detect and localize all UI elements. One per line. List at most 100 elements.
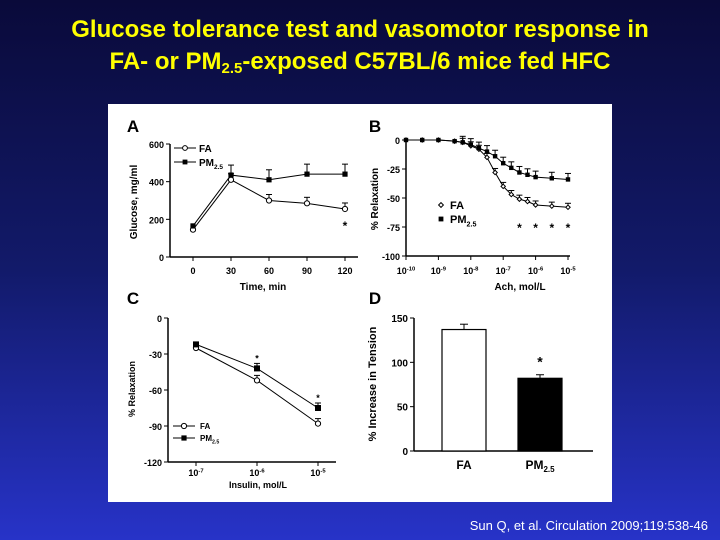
title-line-1: Glucose tolerance test and vasomotor res… bbox=[71, 16, 649, 43]
panel-a-xtick-label: 120 bbox=[337, 266, 352, 276]
panel-b-point bbox=[508, 191, 515, 198]
panel-a-xtick-label: 0 bbox=[190, 266, 195, 276]
panel-c-xtick-label: 10-5 bbox=[310, 468, 326, 478]
panel-a-ytick-label: 600 bbox=[149, 140, 164, 150]
panel-b-point bbox=[548, 203, 555, 210]
panel-b-point bbox=[484, 154, 490, 161]
panel-b-point bbox=[452, 138, 457, 144]
panel-b-point bbox=[509, 165, 514, 171]
panel-a-xtick-label: 30 bbox=[226, 266, 236, 276]
title-line-2-pre: FA- or PM bbox=[109, 48, 222, 75]
panel-c-significance: * bbox=[255, 353, 259, 363]
panel-b-point bbox=[516, 196, 523, 203]
panel-c-ylabel: % Relaxation bbox=[127, 361, 137, 417]
panel-b-xtick-label: 10-10 bbox=[397, 266, 416, 276]
panel-b-legend-marker bbox=[438, 216, 444, 222]
panel-b-point bbox=[549, 176, 554, 181]
panel-d-bar bbox=[441, 328, 487, 452]
panel-d-ytick-label: 150 bbox=[391, 314, 408, 325]
panel-b-point bbox=[484, 149, 490, 154]
panel-b-point bbox=[524, 198, 531, 205]
panel-b-ytick-label: -50 bbox=[387, 194, 400, 204]
panel-d-letter: D bbox=[369, 289, 381, 308]
panel-b-point bbox=[492, 169, 499, 176]
panel-c-ytick-label: -90 bbox=[149, 422, 162, 432]
panel-d-xtick-label: FA bbox=[456, 458, 472, 472]
panel-a-xlabel: Time, min bbox=[240, 282, 287, 293]
panel-a-point bbox=[266, 177, 272, 183]
panel-b-point bbox=[501, 161, 506, 166]
panel-c-legend-label: PM2.5 bbox=[200, 434, 219, 445]
panel-a-series-line bbox=[192, 179, 346, 230]
panel-b-point bbox=[532, 202, 539, 208]
panel-c-point bbox=[314, 420, 322, 427]
panel-c-xtick-label: 10-6 bbox=[249, 468, 265, 478]
panel-a-point bbox=[341, 205, 349, 213]
panel-c-significance: * bbox=[316, 393, 320, 403]
panel-c-point bbox=[193, 341, 199, 348]
panel-a-point bbox=[303, 200, 311, 207]
panel-b-point bbox=[533, 174, 538, 180]
panel-a-ytick-label: 200 bbox=[149, 215, 164, 225]
panel-a-xtick-label: 60 bbox=[264, 266, 274, 276]
panel-a-point bbox=[342, 171, 348, 177]
panel-b-point bbox=[517, 170, 522, 175]
panel-c-ytick-label: 0 bbox=[157, 314, 162, 324]
panel-b-legend-label: FA bbox=[450, 200, 464, 212]
panel-a-point bbox=[304, 171, 310, 177]
panel-a-point bbox=[228, 172, 234, 178]
panel-c-point bbox=[315, 405, 321, 411]
panel-c-letter: C bbox=[127, 289, 139, 308]
panel-a-legend-label: FA bbox=[199, 144, 212, 155]
panel-b-ytick-label: -75 bbox=[387, 223, 400, 233]
panel-b-point bbox=[420, 137, 425, 143]
panel-a-point bbox=[265, 197, 273, 204]
panel-b-point bbox=[460, 140, 465, 145]
panel-b-ytick-label: 0 bbox=[395, 136, 400, 146]
panel-b-point bbox=[468, 142, 473, 147]
panel-d-ytick-label: 0 bbox=[402, 447, 408, 458]
panel-c-legend-marker bbox=[180, 422, 188, 430]
panel-b-xtick-label: 10-5 bbox=[560, 266, 576, 276]
panel-d-ylabel: % Increase in Tension bbox=[367, 326, 379, 441]
panel-b-point bbox=[492, 154, 498, 159]
panel-c-xtick-label: 10-7 bbox=[188, 468, 203, 478]
panel-a-legend-marker bbox=[182, 159, 188, 165]
panel-c-point bbox=[253, 377, 261, 384]
title-line-2: FA- or PM2.5-exposed C57BL/6 mice fed HF… bbox=[0, 46, 720, 78]
panel-b-series-line bbox=[406, 139, 569, 180]
panel-c-legend-marker bbox=[181, 435, 187, 441]
panel-a-legend-label: PM2.5 bbox=[199, 158, 223, 171]
panel-a-significance: * bbox=[343, 219, 348, 233]
panel-b-significance: * bbox=[549, 221, 554, 235]
panel-b-point bbox=[565, 177, 571, 182]
panel-b-legend-label: PM2.5 bbox=[450, 214, 476, 228]
panel-d-ytick-label: 100 bbox=[391, 358, 408, 369]
panel-b-point bbox=[565, 204, 571, 211]
panel-a-ytick-label: 0 bbox=[159, 253, 164, 263]
citation: Sun Q, et al. Circulation 2009;119:538-4… bbox=[469, 518, 708, 533]
panel-b-significance: * bbox=[533, 221, 538, 235]
panel-c-ytick-label: -120 bbox=[144, 458, 162, 468]
panel-c-ytick-label: -30 bbox=[149, 350, 162, 360]
panel-b-ylabel: % Relaxation bbox=[370, 168, 381, 230]
panel-a-ylabel: Glucose, mg/ml bbox=[129, 165, 140, 240]
panel-b-point bbox=[403, 137, 409, 143]
panel-a-xtick-label: 90 bbox=[302, 266, 312, 276]
panel-c-point bbox=[254, 365, 260, 372]
panel-d-bar bbox=[517, 377, 563, 452]
panel-b-significance: * bbox=[566, 221, 571, 235]
panel-d-significance: * bbox=[537, 354, 543, 370]
figure-svg: A 0 200 400 600 0 30 60 90 120 Time, min Glucose, m… bbox=[127, 117, 593, 490]
panel-b-ytick-label: -100 bbox=[382, 252, 400, 262]
panel-b-point bbox=[500, 183, 507, 190]
panel-b-xtick-label: 10-9 bbox=[431, 266, 447, 276]
panel-b-point bbox=[436, 137, 441, 143]
panel-b-xlabel: Ach, mol/L bbox=[494, 282, 545, 293]
panel-c-legend-label: FA bbox=[200, 422, 210, 431]
panel-a-point bbox=[190, 223, 196, 229]
figure-panel: A 0 200 400 600 0 30 60 90 120 Time, min Glucose, m… bbox=[108, 104, 612, 502]
panel-a-ytick-label: 400 bbox=[149, 178, 164, 188]
panel-b-legend-marker bbox=[437, 201, 445, 209]
panel-c-xlabel: Insulin, mol/L bbox=[229, 480, 288, 490]
